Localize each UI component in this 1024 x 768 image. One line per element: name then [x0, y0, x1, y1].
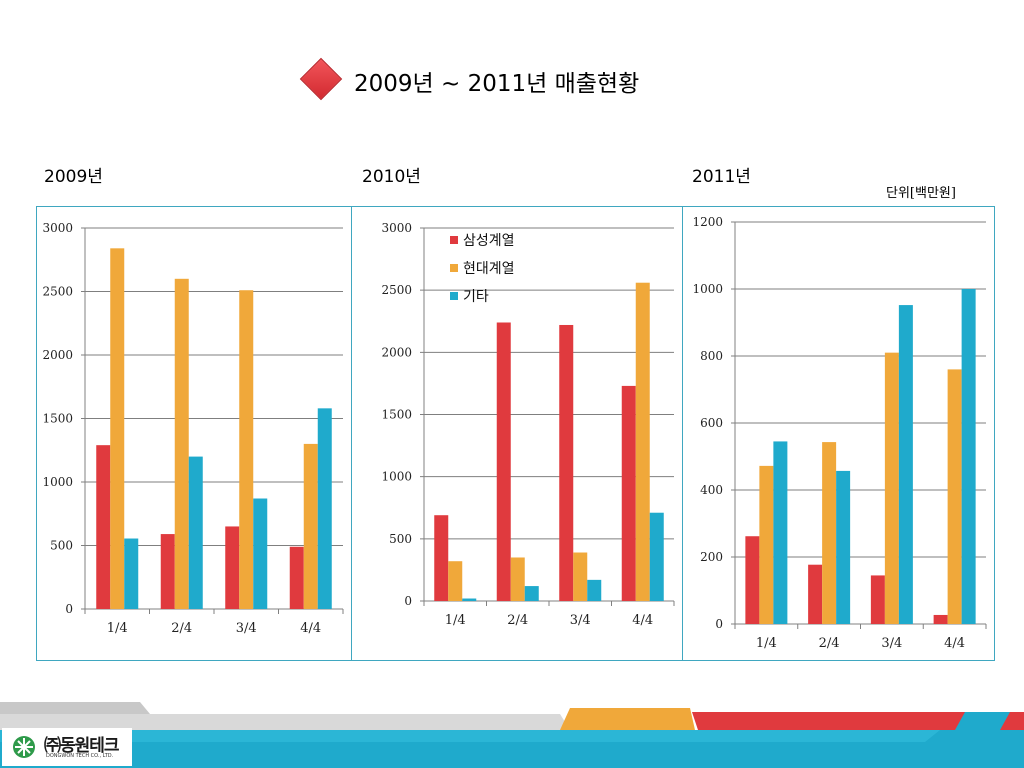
y-tick-label: 1000	[381, 470, 412, 484]
logo-company-name: ㈜동원테크	[44, 736, 120, 756]
bar-samsung	[496, 322, 511, 601]
y-tick-label: 2000	[42, 348, 73, 362]
bar-hyundai	[239, 290, 254, 609]
bar-samsung	[225, 526, 240, 609]
bar-other	[961, 289, 976, 624]
company-logo: ㈜동원테크 DONGWON TECH CO., LTD.	[2, 728, 132, 766]
x-tick-label: 2/4	[819, 636, 840, 651]
x-tick-label: 4/4	[944, 636, 965, 651]
x-tick-label: 1/4	[107, 621, 128, 636]
bar-other	[898, 305, 913, 624]
y-tick-label: 1200	[692, 215, 723, 229]
x-tick-label: 3/4	[236, 621, 257, 636]
chart-2009-title: 2009년	[44, 167, 103, 187]
bar-samsung	[870, 575, 885, 624]
chart-2010-title: 2010년	[362, 167, 421, 187]
chart-panel-2010: 0 500 1000 1500 2000 2500 3000 1/4 2/4 3/4 4/4 삼성계열…	[351, 206, 683, 661]
bar-samsung	[933, 614, 948, 624]
chart-panel-2011: 0 200 400 600 800 1000 1200 1/4 2/4 3/4 4/4	[682, 206, 995, 661]
x-tick-label: 2/4	[171, 621, 192, 636]
bar-hyundai	[947, 369, 962, 624]
y-tick-label: 2500	[42, 285, 73, 299]
y-tick-label: 200	[700, 550, 723, 564]
bar-samsung	[289, 546, 304, 609]
y-tick-label: 500	[50, 539, 73, 553]
bar-samsung	[96, 445, 111, 609]
y-tick-label: 1000	[692, 282, 723, 296]
legend-label: 기타	[463, 289, 489, 305]
bar-hyundai	[573, 552, 588, 601]
chart-2009: 0 500 1000 1500 2000 2500 3000 1/4 2/4 3/4 4/4	[42, 221, 344, 636]
bar-other	[124, 538, 139, 609]
y-tick-label: 2500	[381, 283, 412, 297]
y-tick-label: 0	[404, 594, 412, 608]
diamond-bullet-icon	[299, 57, 343, 101]
y-tick-label: 500	[389, 532, 412, 546]
bar-samsung	[808, 564, 823, 624]
y-tick-label: 2000	[381, 345, 412, 359]
bar-samsung	[434, 515, 449, 601]
bar-other	[587, 579, 602, 601]
unit-label: 단위[백만원]	[886, 186, 956, 201]
y-tick-label: 800	[700, 349, 723, 363]
chart-2010: 0 500 1000 1500 2000 2500 3000 1/4 2/4 3/4 4/4 삼성계열…	[381, 221, 675, 628]
legend-swatch	[450, 264, 458, 272]
legend-label: 현대계열	[463, 261, 515, 277]
x-tick-label: 3/4	[881, 636, 902, 651]
x-tick-label: 3/4	[570, 613, 591, 628]
legend-swatch	[450, 292, 458, 300]
x-tick-label: 2/4	[507, 613, 528, 628]
bar-samsung	[621, 385, 636, 601]
x-tick-label: 1/4	[445, 613, 466, 628]
bar-hyundai	[822, 442, 837, 624]
page-title: 2009년 ~ 2011년 매출현황	[354, 71, 640, 97]
bar-other	[188, 456, 203, 609]
bar-hyundai	[303, 443, 318, 609]
bar-other	[649, 512, 664, 601]
y-tick-label: 1500	[42, 412, 73, 426]
x-tick-label: 4/4	[300, 621, 321, 636]
legend-swatch	[450, 236, 458, 244]
y-tick-label: 3000	[381, 221, 412, 235]
legend-label: 삼성계열	[463, 233, 515, 249]
y-tick-label: 0	[715, 617, 723, 631]
bar-samsung	[745, 536, 760, 624]
bar-other	[836, 470, 851, 624]
chart-2011-title: 2011년	[692, 167, 751, 187]
y-tick-label: 0	[65, 602, 73, 616]
chart-panel-2009: 0 500 1000 1500 2000 2500 3000 1/4 2/4 3/4 4/4	[36, 206, 352, 661]
y-tick-label: 600	[700, 416, 723, 430]
y-tick-label: 3000	[42, 221, 73, 235]
y-tick-label: 400	[700, 483, 723, 497]
y-tick-label: 1500	[381, 408, 412, 422]
bar-hyundai	[174, 278, 189, 609]
footer-decoration	[0, 702, 1024, 768]
bar-other	[253, 498, 268, 609]
bar-other	[317, 408, 332, 609]
bar-hyundai	[635, 282, 650, 601]
bar-hyundai	[884, 352, 899, 624]
bar-hyundai	[110, 248, 125, 609]
x-tick-label: 1/4	[756, 636, 777, 651]
bar-samsung	[160, 534, 175, 609]
y-tick-label: 1000	[42, 475, 73, 489]
bar-hyundai	[448, 561, 463, 601]
logo-company-subtitle: DONGWON TECH CO., LTD.	[46, 753, 114, 759]
chart-2011: 0 200 400 600 800 1000 1200 1/4 2/4 3/4 4/4	[692, 215, 987, 651]
logo-emblem-icon	[13, 736, 35, 758]
bar-other	[462, 598, 477, 601]
x-tick-label: 4/4	[632, 613, 653, 628]
bar-samsung	[559, 324, 574, 601]
bar-other	[524, 586, 539, 601]
bar-hyundai	[759, 465, 774, 624]
bar-hyundai	[510, 557, 525, 601]
bar-other	[773, 441, 788, 624]
